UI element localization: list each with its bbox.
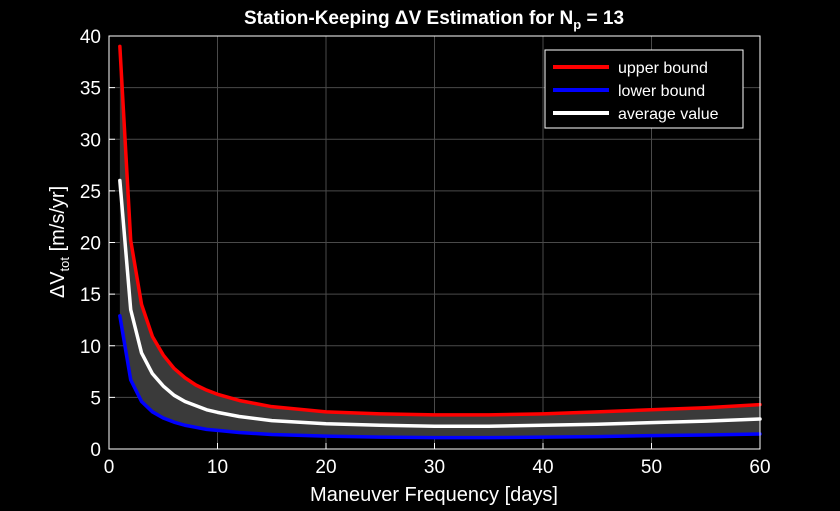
grid-lines [109, 36, 760, 449]
y-tick-label: 5 [90, 388, 101, 409]
x-tick-label: 20 [315, 457, 336, 478]
series-lines [118, 44, 762, 440]
y-tick-label: 10 [80, 337, 101, 358]
y-axis-label: ΔVtot [m/s/yr] [47, 186, 72, 298]
y-tick-label: 0 [90, 440, 101, 461]
series-line-lower-bound [118, 314, 762, 440]
y-tick-label: 30 [80, 130, 101, 151]
bound-band-fill [119, 46, 761, 438]
y-tick-label: 15 [80, 285, 101, 306]
x-tick-label: 50 [641, 457, 662, 478]
legend-label: average value [618, 106, 719, 123]
x-tick-label: 60 [749, 457, 770, 478]
y-tick-label: 35 [80, 79, 101, 100]
series-line-upper-bound [118, 44, 762, 417]
x-tick-label: 40 [532, 457, 553, 478]
x-tick-label: 10 [207, 457, 228, 478]
y-tick-label: 25 [80, 182, 101, 203]
y-axis-ticks: 0 5 10 15 20 25 30 35 40 [80, 27, 115, 461]
series-line-average-value [118, 178, 762, 429]
y-tick-label: 20 [80, 234, 101, 255]
y-tick-label: 40 [80, 27, 101, 48]
x-axis-ticks: 0 10 20 30 40 50 60 [104, 443, 771, 478]
legend-label: lower bound [618, 83, 705, 100]
x-axis-label: Maneuver Frequency [days] [310, 484, 558, 506]
x-tick-label: 30 [424, 457, 445, 478]
legend: upper bound lower bound average value [544, 49, 744, 129]
chart-title: Station-Keeping ΔV Estimation for Np = 1… [244, 8, 624, 32]
x-tick-label: 0 [104, 457, 115, 478]
legend-label: upper bound [618, 60, 708, 77]
